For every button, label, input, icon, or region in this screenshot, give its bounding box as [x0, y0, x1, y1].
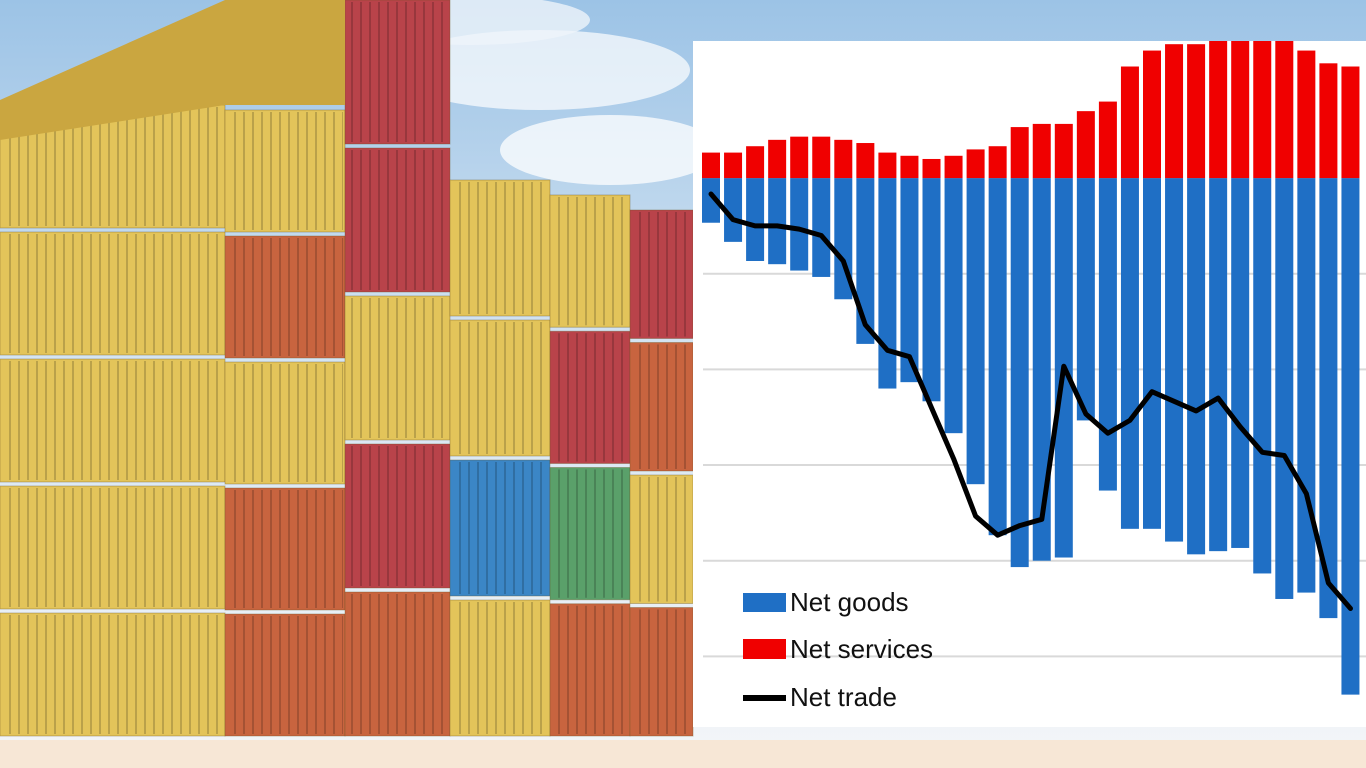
chart-svg: Net goods Net services Net trade — [702, 41, 1366, 712]
container-ribs — [632, 609, 691, 734]
container-ribs — [347, 594, 448, 734]
bar-net-goods — [1297, 178, 1316, 593]
bar-net-services — [790, 136, 809, 179]
bar-net-goods — [900, 178, 919, 383]
container-ribs — [632, 344, 691, 469]
bar-net-goods — [746, 178, 765, 261]
bar-net-services — [1143, 50, 1161, 179]
bar-net-services — [966, 149, 985, 179]
bar-net-goods — [768, 178, 787, 265]
bar-net-goods — [1253, 178, 1272, 574]
container-ribs — [227, 112, 343, 230]
bar-net-services — [1297, 50, 1316, 179]
container-ribs — [227, 364, 343, 482]
container-ribs — [552, 469, 628, 598]
bar-net-goods — [944, 178, 963, 434]
bar-net-services — [856, 143, 875, 179]
bar-net-services — [1098, 101, 1117, 179]
bar-net-services — [834, 139, 853, 179]
bar-net-services — [1319, 63, 1338, 179]
container-ribs — [227, 490, 343, 608]
legend-label-net-goods: Net goods — [790, 587, 909, 617]
bar-net-services — [1054, 123, 1073, 179]
legend-swatch-net-services — [743, 639, 786, 659]
bar-net-services — [1341, 66, 1360, 179]
legend-label-net-services: Net services — [790, 634, 933, 664]
bar-net-goods — [790, 178, 809, 271]
bar-net-goods — [1076, 178, 1095, 421]
bar-net-goods — [702, 178, 720, 223]
bar-net-services — [878, 152, 897, 179]
bar-net-goods — [1010, 178, 1029, 568]
bar-net-goods — [966, 178, 985, 485]
bar-net-goods — [1319, 178, 1338, 619]
bar-net-goods — [856, 178, 875, 344]
bar-net-services — [900, 155, 919, 179]
bar-net-goods — [1341, 178, 1360, 695]
bar-net-goods — [988, 178, 1007, 536]
container-ribs — [2, 488, 223, 607]
bar-net-services — [1076, 111, 1095, 179]
container-stacks — [0, 0, 694, 737]
container-ribs — [632, 212, 691, 337]
container-ribs — [632, 477, 691, 602]
bar-net-goods — [1209, 178, 1228, 552]
bar-net-services — [812, 136, 831, 179]
bar-net-services — [702, 152, 720, 179]
bar-net-services — [988, 146, 1007, 179]
bar-net-services — [1275, 41, 1294, 179]
bar-net-services — [724, 152, 743, 179]
container-ribs — [452, 322, 548, 454]
container-ribs — [347, 446, 448, 586]
bar-net-services — [944, 155, 963, 179]
container-ribs — [227, 616, 343, 734]
bar-net-goods — [1275, 178, 1294, 599]
bar-net-goods — [922, 178, 941, 402]
bar-net-goods — [878, 178, 897, 389]
line-net-trade — [708, 191, 1353, 611]
bar-net-services — [1231, 41, 1250, 179]
bar-net-goods — [1231, 178, 1250, 548]
bar-net-goods — [812, 178, 831, 277]
bar-net-services — [922, 158, 941, 179]
bar-net-services — [1253, 41, 1272, 179]
bar-net-goods — [1032, 178, 1051, 561]
bar-net-goods — [1143, 178, 1161, 529]
container-ribs — [552, 197, 628, 326]
container-ribs — [452, 182, 548, 314]
legend-swatch-net-goods — [743, 593, 786, 612]
trade-balance-chart: Net goods Net services Net trade — [693, 41, 1366, 727]
bar-net-goods — [1187, 178, 1206, 555]
bar-net-goods — [1165, 178, 1184, 542]
bar-net-services — [1010, 127, 1029, 179]
legend-label-net-trade: Net trade — [790, 682, 897, 712]
container-ribs — [347, 298, 448, 438]
chart-legend: Net goods Net services Net trade — [743, 587, 933, 712]
container-ribs — [347, 2, 448, 142]
bar-net-goods — [1098, 178, 1117, 491]
bar-net-goods — [724, 178, 743, 242]
container-ribs — [2, 615, 223, 734]
container-ribs — [452, 462, 548, 594]
bar-net-services — [1165, 44, 1184, 179]
bar-net-services — [1187, 44, 1206, 179]
bar-net-services — [1209, 41, 1228, 179]
chart-line — [708, 191, 1353, 611]
bar-net-services — [746, 146, 765, 179]
container-ribs — [552, 605, 628, 734]
bar-net-services — [1120, 66, 1139, 179]
container-top — [0, 0, 345, 140]
photo-ground — [0, 740, 1366, 768]
container-ribs — [2, 361, 223, 480]
bar-net-goods — [1120, 178, 1139, 529]
container-ribs — [452, 602, 548, 734]
container-ribs — [2, 234, 223, 353]
bar-net-services — [1032, 123, 1051, 179]
container-ribs — [347, 150, 448, 290]
container-ribs — [552, 333, 628, 462]
bar-net-services — [768, 139, 787, 179]
container-ribs — [227, 238, 343, 356]
